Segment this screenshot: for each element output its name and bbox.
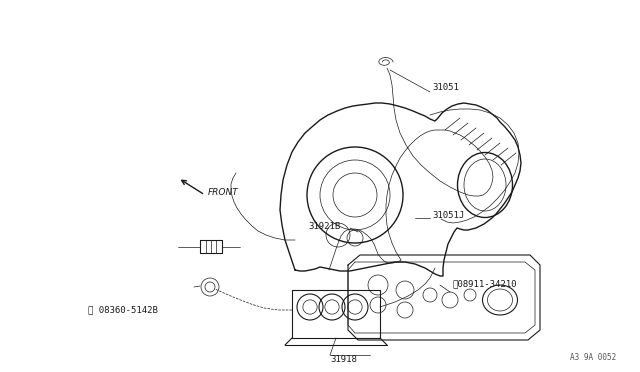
Text: FRONT: FRONT — [208, 187, 239, 196]
Text: 31918: 31918 — [330, 356, 357, 365]
Text: 31051: 31051 — [432, 83, 459, 92]
Text: ⓢ 08360-5142B: ⓢ 08360-5142B — [88, 305, 158, 314]
Text: 31051J: 31051J — [432, 211, 464, 219]
Text: 31921B: 31921B — [308, 221, 340, 231]
Text: ⓝ08911-34210: ⓝ08911-34210 — [453, 279, 518, 289]
Text: A3 9A 0052: A3 9A 0052 — [570, 353, 616, 362]
